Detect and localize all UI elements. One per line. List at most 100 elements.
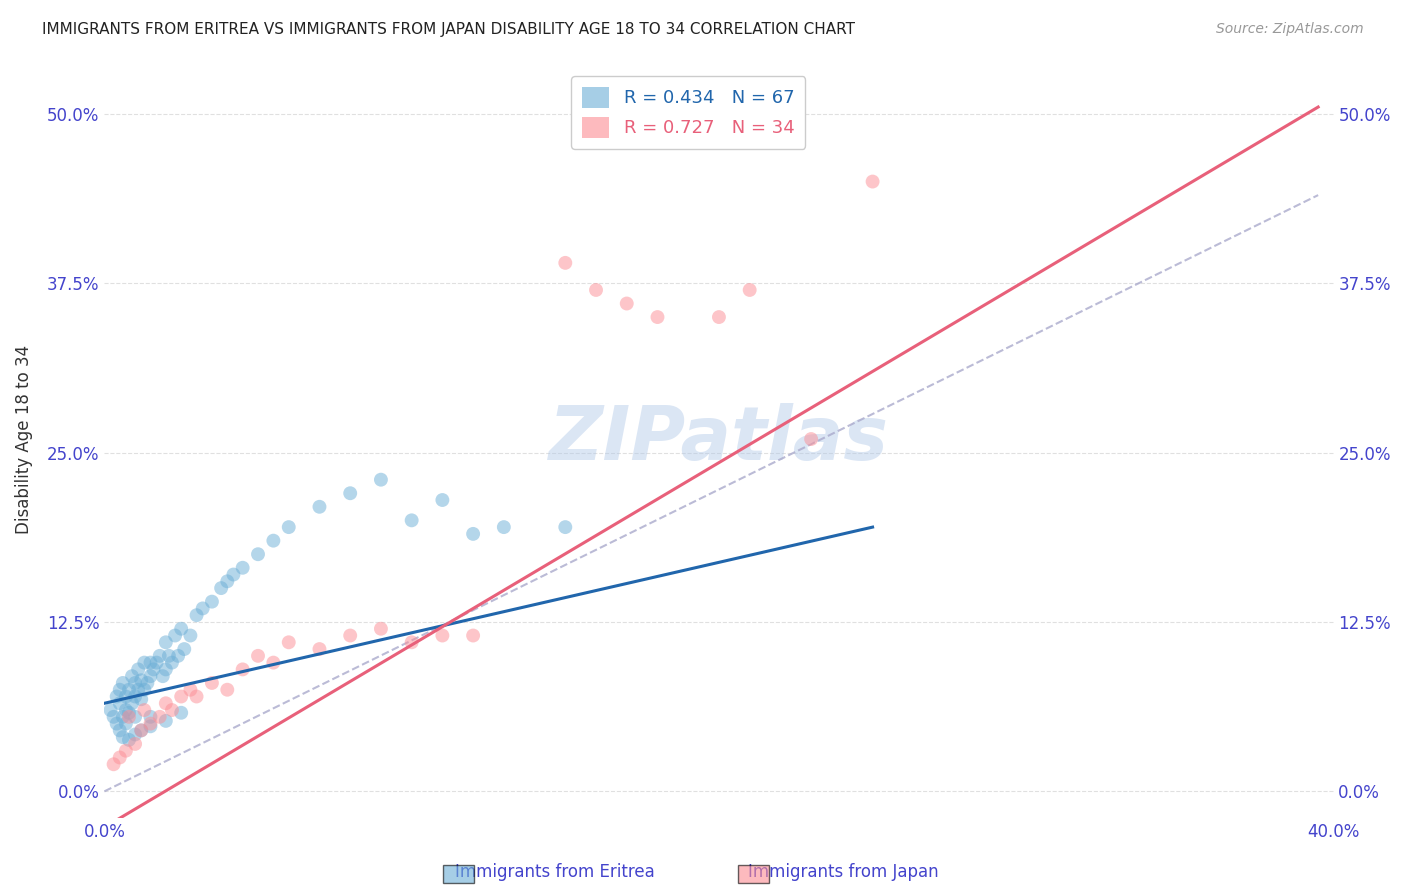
Point [155,662,177,676]
Point [115,703,138,717]
Point [217,574,239,589]
Point [209,581,232,595]
Point [191,601,214,615]
Point [179,682,201,697]
Point [139,716,162,731]
Point [103,710,125,724]
Point [129,723,152,738]
Point [155,696,177,710]
Point [800,432,823,446]
Point [129,673,152,688]
Point [862,175,884,189]
Y-axis label: Disability Age 18 to 34: Disability Age 18 to 34 [15,344,32,533]
Point [461,527,484,541]
Text: Source: ZipAtlas.com: Source: ZipAtlas.com [1216,22,1364,37]
Point [201,594,224,608]
Point [115,716,138,731]
Point [247,547,270,561]
Point [165,628,187,642]
Point [155,714,177,728]
Point [136,676,159,690]
Point [232,561,254,575]
Point [108,750,131,764]
Point [232,662,254,676]
Point [401,513,423,527]
Point [554,256,576,270]
Point [432,628,454,642]
Point [127,682,149,697]
Point [142,662,165,676]
Point [432,493,454,508]
Point [160,656,183,670]
Point [157,648,180,663]
Point [179,628,201,642]
Point [707,310,730,324]
Point [170,622,193,636]
Text: Immigrants from Japan: Immigrants from Japan [748,863,939,881]
Point [124,690,146,704]
Text: ZIPatlas: ZIPatlas [548,402,889,475]
Point [616,296,638,310]
Point [308,500,330,514]
Point [129,723,152,738]
Point [108,723,131,738]
Point [127,662,149,676]
Point [222,567,245,582]
Point [585,283,607,297]
Point [108,682,131,697]
Point [201,676,224,690]
Point [124,727,146,741]
Point [145,656,167,670]
Point [186,690,208,704]
Point [247,648,270,663]
Point [129,692,152,706]
Point [277,635,299,649]
Point [134,682,156,697]
Point [170,690,193,704]
Point [370,473,392,487]
Point [134,656,156,670]
Point [118,732,141,747]
Point [339,486,361,500]
Point [108,696,131,710]
Point [111,710,134,724]
Point [139,710,162,724]
Point [121,669,143,683]
Point [103,757,125,772]
Point [139,656,162,670]
Point [134,703,156,717]
Text: IMMIGRANTS FROM ERITREA VS IMMIGRANTS FROM JAPAN DISABILITY AGE 18 TO 34 CORRELA: IMMIGRANTS FROM ERITREA VS IMMIGRANTS FR… [42,22,855,37]
Point [308,642,330,657]
Point [149,710,172,724]
Point [139,669,162,683]
Point [738,283,761,297]
Point [160,703,183,717]
Point [149,648,172,663]
Point [339,628,361,642]
Point [100,703,122,717]
Point [118,682,141,697]
Point [262,656,284,670]
Point [155,635,177,649]
Point [217,682,239,697]
Point [105,690,128,704]
Point [111,730,134,744]
Point [115,744,138,758]
Point [118,710,141,724]
Point [118,706,141,720]
Point [170,706,193,720]
Point [262,533,284,548]
Point [167,648,190,663]
Point [186,608,208,623]
Point [401,635,423,649]
Point [124,710,146,724]
Text: Immigrants from Eritrea: Immigrants from Eritrea [456,863,655,881]
Point [111,676,134,690]
Point [461,628,484,642]
Point [370,622,392,636]
Point [124,676,146,690]
Point [124,737,146,751]
Legend: R = 0.434   N = 67, R = 0.727   N = 34: R = 0.434 N = 67, R = 0.727 N = 34 [571,76,806,149]
Point [492,520,515,534]
Point [139,719,162,733]
